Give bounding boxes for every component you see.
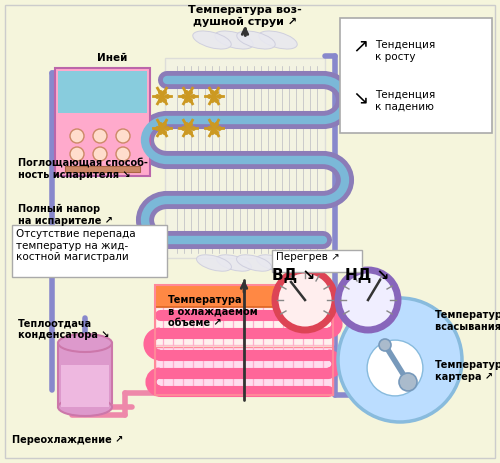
Text: Температура
в охлаждаемом
объеме ↗: Температура в охлаждаемом объеме ↗ — [168, 295, 258, 328]
Ellipse shape — [236, 255, 272, 271]
Circle shape — [70, 147, 84, 161]
Ellipse shape — [259, 31, 297, 49]
Text: ↗: ↗ — [352, 37, 368, 56]
Text: Иней: Иней — [98, 53, 128, 63]
Circle shape — [399, 373, 417, 391]
Bar — [272, 250, 362, 272]
Circle shape — [116, 129, 130, 143]
Ellipse shape — [193, 31, 231, 49]
Bar — [58, 343, 112, 407]
Ellipse shape — [256, 255, 292, 271]
Bar — [155, 285, 333, 395]
Bar — [65, 166, 140, 172]
Circle shape — [338, 298, 462, 422]
Text: Теплоотдача
конденсатора ↘: Теплоотдача конденсатора ↘ — [18, 318, 110, 339]
Circle shape — [116, 147, 130, 161]
Bar — [55, 68, 150, 176]
Bar — [155, 307, 333, 345]
Ellipse shape — [58, 334, 112, 352]
Text: Тенденция
к падению: Тенденция к падению — [375, 90, 435, 112]
Bar — [155, 347, 333, 395]
Circle shape — [338, 270, 398, 330]
Circle shape — [93, 129, 107, 143]
Bar — [340, 18, 492, 133]
Bar — [165, 58, 325, 258]
Circle shape — [70, 129, 84, 143]
Text: НД ↘: НД ↘ — [345, 268, 389, 283]
Text: Температура воз-
душной струи ↗: Температура воз- душной струи ↗ — [188, 5, 302, 27]
Ellipse shape — [216, 255, 252, 271]
Circle shape — [367, 340, 423, 396]
Bar — [61, 365, 109, 407]
Text: Перегрев ↗: Перегрев ↗ — [276, 252, 340, 262]
Ellipse shape — [215, 31, 253, 49]
Text: Полный напор
на испарителе ↗: Полный напор на испарителе ↗ — [18, 204, 113, 225]
Text: Поглощающая способ-
ность испарителя ↘: Поглощающая способ- ность испарителя ↘ — [18, 158, 148, 180]
Ellipse shape — [237, 31, 275, 49]
Ellipse shape — [196, 255, 232, 271]
Text: ВД ↘: ВД ↘ — [272, 268, 315, 283]
Text: Тенденция
к росту: Тенденция к росту — [375, 40, 435, 62]
Ellipse shape — [58, 398, 112, 416]
Bar — [12, 225, 167, 277]
Text: ↘: ↘ — [352, 88, 368, 107]
Bar — [155, 285, 333, 307]
Circle shape — [93, 147, 107, 161]
Text: Переохлаждение ↗: Переохлаждение ↗ — [12, 435, 123, 445]
Text: Температура
картера ↗: Температура картера ↗ — [435, 360, 500, 382]
Circle shape — [275, 270, 335, 330]
Text: Отсутствие перепада
температур на жид-
костной магистрали: Отсутствие перепада температур на жид- к… — [16, 229, 136, 262]
Circle shape — [379, 339, 391, 351]
Text: Температура
всасывания ↗: Температура всасывания ↗ — [435, 310, 500, 332]
Circle shape — [330, 255, 340, 265]
Bar — [58, 71, 147, 113]
